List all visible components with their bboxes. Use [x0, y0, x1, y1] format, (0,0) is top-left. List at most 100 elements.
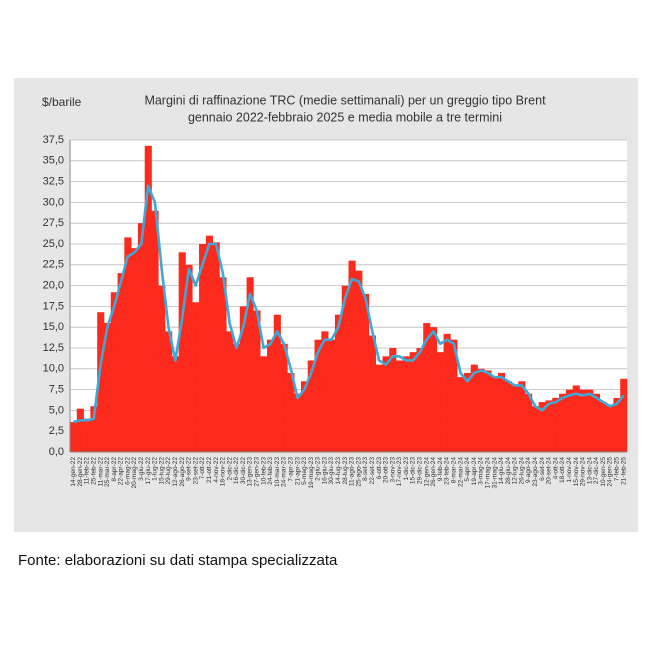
x-tick-label: 30-dic-22 — [240, 457, 247, 484]
y-tick-label: 37,5 — [43, 134, 64, 146]
bar — [103, 323, 112, 452]
x-tick-label: 7-ott-22 — [199, 457, 206, 480]
x-tick-label: 28-gen-22 — [77, 457, 84, 487]
bar — [572, 385, 580, 452]
bar — [76, 408, 84, 452]
x-tick-label: 29-lug-22 — [165, 457, 172, 485]
bar — [307, 360, 315, 452]
bar — [294, 393, 302, 452]
bar — [484, 370, 492, 452]
bar — [409, 352, 417, 452]
x-tick-label: 27-dic-24 — [593, 457, 600, 484]
x-tick-label: 21-ott-22 — [206, 457, 213, 483]
bar — [436, 352, 444, 452]
x-tick-label: 17-nov-23 — [396, 457, 403, 487]
x-tick-label: 23-set-22 — [192, 457, 199, 485]
bar — [491, 377, 499, 452]
bar — [545, 400, 553, 452]
bar — [185, 264, 193, 452]
x-tick-label: 18-ott-24 — [559, 457, 566, 483]
y-tick-label: 20,0 — [43, 280, 64, 292]
bar — [205, 235, 213, 452]
x-tick-label: 22-apr-22 — [118, 457, 125, 486]
bar — [463, 372, 472, 452]
x-tick-label: 25-ago-23 — [355, 457, 362, 487]
bar — [199, 244, 207, 452]
bar — [518, 381, 526, 452]
bar — [559, 393, 567, 452]
bar — [531, 406, 539, 452]
bar — [328, 339, 336, 452]
x-tick-label: 6-mag-22 — [124, 457, 131, 485]
bar — [402, 356, 410, 452]
x-tick-label: 27-gen-23 — [254, 457, 261, 487]
chart-title: Margini di raffinazione TRC (medie setti… — [144, 93, 546, 107]
bar — [382, 356, 390, 452]
x-tick-label: 11-feb-22 — [84, 457, 91, 485]
bar — [443, 333, 451, 452]
x-tick-label: 2-giu-23 — [315, 457, 322, 481]
bar — [110, 292, 118, 452]
x-tick-label: 11-mar-22 — [97, 457, 104, 487]
bar — [212, 242, 220, 452]
bar — [389, 348, 397, 452]
bar — [90, 406, 98, 452]
y-tick-label: 5,0 — [49, 404, 64, 416]
x-tick-label: 23-ago-24 — [532, 457, 539, 487]
x-tick-label: 3-mag-24 — [478, 457, 485, 485]
x-tick-label: 6-ott-23 — [376, 457, 383, 480]
bar — [266, 339, 275, 452]
x-tick-label: 21-feb-25 — [620, 457, 627, 485]
x-tick-label: 14-giu-24 — [498, 457, 505, 485]
x-tick-label: 29-nov-24 — [580, 457, 587, 487]
x-tick-label: 30-giu-23 — [328, 457, 335, 485]
bar — [219, 277, 227, 452]
x-tick-label: 9-feb-24 — [437, 457, 444, 482]
x-tick-label: 8-mar-24 — [451, 457, 458, 484]
x-tick-label: 24-gen-25 — [607, 457, 614, 487]
y-tick-label: 22,5 — [43, 259, 64, 271]
source-note: Fonte: elaborazioni su dati stampa speci… — [18, 552, 338, 569]
x-tick-label: 18-nov-22 — [220, 457, 227, 487]
x-tick-label: 25-mar-22 — [104, 457, 111, 487]
bar — [239, 306, 247, 452]
y-axis-label: $/barile — [42, 95, 82, 109]
bar — [314, 339, 322, 452]
x-tick-label: 9-set-22 — [186, 457, 193, 481]
x-tick-label: 3-giu-22 — [138, 457, 145, 481]
bar — [504, 381, 512, 452]
y-tick-label: 25,0 — [43, 238, 64, 250]
x-tick-label: 16-giu-23 — [321, 457, 328, 485]
x-tick-label: 12-ago-22 — [172, 457, 179, 487]
x-tick-label: 15-nov-24 — [573, 457, 580, 487]
bar — [538, 402, 546, 452]
bar — [334, 314, 343, 452]
bar — [97, 312, 105, 452]
x-tick-label: 2-dic-22 — [226, 457, 233, 481]
y-tick-label: 10,0 — [43, 363, 64, 375]
x-tick-label: 24-feb-23 — [267, 457, 274, 485]
x-tick-label: 25-feb-22 — [90, 457, 97, 485]
bar — [348, 260, 356, 452]
x-tick-label: 5-apr-24 — [464, 457, 471, 482]
bar — [457, 377, 465, 452]
x-tick-label: 20-ott-23 — [383, 457, 390, 483]
x-tick-label: 12-gen-24 — [423, 457, 430, 487]
x-tick-label: 8-apr-22 — [111, 457, 118, 482]
x-tick-label: 31-mag-24 — [491, 457, 498, 489]
x-tick-label: 4-nov-22 — [213, 457, 220, 483]
y-tick-label: 27,5 — [43, 217, 64, 229]
bar — [362, 293, 370, 452]
bar — [158, 285, 166, 452]
x-tick-label: 21-apr-23 — [294, 457, 301, 486]
x-tick-label: 11-ago-23 — [349, 457, 356, 487]
bar — [599, 402, 607, 452]
y-tick-label: 30,0 — [43, 196, 64, 208]
x-tick-label: 1-dic-23 — [403, 457, 410, 481]
bar — [396, 360, 404, 452]
bar — [233, 343, 241, 452]
x-tick-label: 26-gen-24 — [430, 457, 437, 487]
x-tick-label: 20-set-24 — [546, 457, 553, 485]
x-tick-label: 1-nov-24 — [566, 457, 573, 483]
